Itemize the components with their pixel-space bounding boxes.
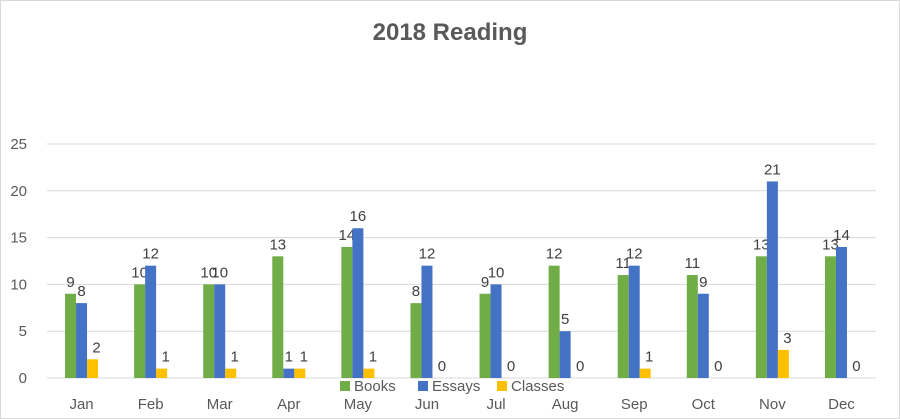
bar-books-jun [410,303,422,378]
bar-classes-mar [225,368,237,378]
x-tick-label: Apr [277,396,300,413]
y-tick-label: 15 [10,230,27,247]
x-tick-label: Jan [69,396,93,413]
data-label-essays-jul: 10 [488,264,505,281]
x-tick-label: Mar [207,396,233,413]
data-label-books-jan: 9 [66,274,74,291]
data-label-classes-dec: 0 [852,358,860,375]
x-tick-label: Dec [828,396,855,413]
bar-essays-jan [76,303,88,378]
bar-classes-nov [777,349,789,378]
bar-books-oct [686,275,698,378]
x-tick-label: Jul [486,396,505,413]
data-label-essays-apr: 1 [285,349,293,366]
data-label-classes-sep: 1 [645,349,653,366]
bar-classes-may [363,368,375,378]
x-tick-label: Aug [552,396,579,413]
bar-books-sep [617,275,629,378]
y-tick-label: 20 [10,183,27,200]
data-label-books-may: 14 [339,227,356,244]
bar-essays-feb [145,265,157,378]
y-tick-label: 10 [10,276,27,293]
bar-essays-aug [559,331,571,378]
bar-classes-jan [87,359,99,378]
legend-swatch-essays [418,381,428,391]
bar-essays-nov [766,181,778,378]
data-label-classes-aug: 0 [576,358,584,375]
data-label-essays-feb: 12 [142,246,159,263]
data-label-books-sep: 11 [615,255,631,272]
bar-essays-may [352,228,364,378]
x-tick-label: Feb [138,396,164,413]
data-label-classes-jan: 2 [92,339,100,356]
data-label-classes-apr: 1 [300,349,308,366]
bar-books-jul [479,293,491,378]
y-tick-label: 0 [19,370,27,387]
bar-essays-sep [628,265,640,378]
data-label-books-oct: 11 [685,255,701,272]
bar-books-may [341,246,353,378]
data-label-classes-may: 1 [369,349,377,366]
data-label-classes-nov: 3 [783,330,791,347]
bar-essays-jul [490,284,502,378]
bar-essays-mar [214,284,226,378]
bar-essays-oct [697,293,709,378]
x-tick-label: Oct [692,396,716,413]
legend-swatch-books [340,381,350,391]
data-label-essays-aug: 5 [561,311,569,328]
bar-classes-feb [156,368,168,378]
bar-essays-apr [283,368,295,378]
data-label-classes-jun: 0 [438,358,446,375]
legend-label-classes: Classes [511,378,564,395]
x-tick-label: Jun [415,396,439,413]
data-label-books-nov: 13 [753,236,770,253]
bar-classes-apr [294,368,306,378]
bar-books-apr [272,256,284,378]
y-tick-label: 5 [19,323,27,340]
bar-essays-dec [835,246,847,378]
data-label-classes-mar: 1 [231,349,239,366]
bar-books-nov [755,256,767,378]
data-label-classes-jul: 0 [507,358,515,375]
bar-classes-sep [639,368,651,378]
data-label-books-jun: 8 [412,283,420,300]
data-label-books-apr: 13 [269,236,286,253]
bar-books-mar [203,284,215,378]
legend-label-books: Books [354,378,396,395]
bar-essays-jun [421,265,433,378]
data-label-essays-may: 16 [350,208,367,225]
x-tick-label: Nov [759,396,786,413]
data-label-essays-dec: 14 [833,227,850,244]
data-label-essays-mar: 10 [211,264,228,281]
chart-title: 2018 Reading [372,19,528,46]
data-label-books-aug: 12 [546,246,563,263]
x-tick-label: Sep [621,396,648,413]
legend-swatch-classes [497,381,507,391]
x-tick-label: May [344,396,373,413]
data-label-classes-oct: 0 [714,358,722,375]
data-label-books-jul: 9 [481,274,489,291]
data-label-essays-jun: 12 [419,246,436,263]
bar-books-feb [134,284,146,378]
bar-books-dec [824,256,836,378]
legend-label-essays: Essays [432,378,480,395]
y-tick-label: 25 [10,136,27,153]
bar-books-aug [548,265,560,378]
data-label-books-feb: 10 [131,264,148,281]
data-label-essays-nov: 21 [764,161,781,178]
data-label-essays-oct: 9 [699,274,707,291]
data-label-essays-jan: 8 [77,283,85,300]
data-label-essays-sep: 12 [626,246,643,263]
data-label-books-dec: 13 [822,236,839,253]
data-label-classes-feb: 1 [161,349,169,366]
data-label-books-mar: 10 [200,264,217,281]
bar-books-jan [65,293,77,378]
